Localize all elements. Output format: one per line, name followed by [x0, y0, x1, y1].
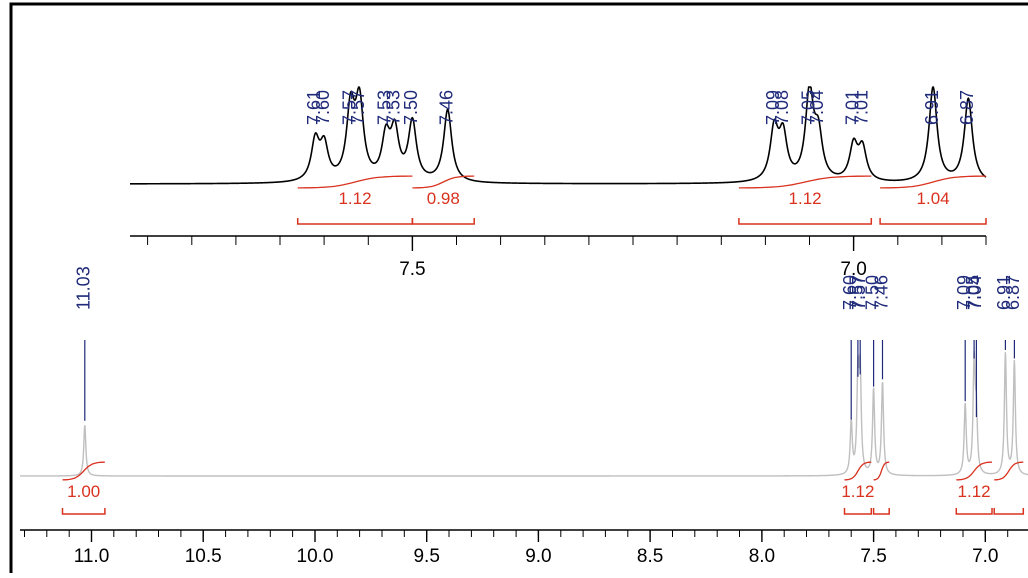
- peak-label: 7.09: [954, 275, 974, 310]
- integral-curve: [956, 461, 993, 481]
- spectrum-line: [20, 350, 1028, 477]
- x-tick-label: 9.0: [525, 546, 551, 567]
- peak-label: 7.57: [348, 90, 368, 125]
- inset-spectrum: 7.617.60 7.577.57 7.537.537.50 7.46 7.097.08…: [130, 86, 987, 280]
- peak-label: 7.04: [965, 275, 985, 310]
- peak-label: 11.03: [74, 266, 94, 310]
- integral-bracket: [872, 508, 890, 515]
- figure-frame: [9, 2, 1028, 578]
- peak-label: 7.50: [862, 275, 882, 310]
- peak-label: 7.60: [313, 90, 333, 125]
- full-spectrum: 11.03 7.607.577.577.507.46 7.097.057.04 6.9…: [20, 266, 1028, 567]
- integral-value: 1.04: [917, 189, 950, 208]
- integral-value: 1.00: [67, 482, 100, 501]
- peak-label: 6.87: [957, 90, 977, 125]
- integral-value: 1.12: [958, 482, 991, 501]
- x-tick-label: 7.5: [860, 546, 886, 567]
- integral-curve: [880, 175, 986, 189]
- integral-bracket: [879, 218, 987, 225]
- x-tick-label: 7.5: [399, 259, 425, 280]
- integral-bracket: [955, 508, 993, 515]
- integral-value: 1.12: [841, 482, 874, 501]
- integral-bracket: [738, 218, 873, 225]
- integral-bracket: [411, 218, 475, 225]
- x-tick-label: 7.0: [840, 259, 866, 280]
- peak-label: 7.01: [842, 90, 862, 125]
- peak-label: 7.50: [401, 90, 421, 125]
- integral-bracket: [61, 508, 106, 515]
- peak-label: 7.57: [849, 275, 869, 310]
- x-tick-label: 11.0: [74, 546, 110, 567]
- peak-label: 7.57: [847, 275, 867, 310]
- peak-label: 7.04: [807, 90, 827, 125]
- integral-value: 1.12: [789, 189, 822, 208]
- x-tick-label: 9.5: [413, 546, 439, 567]
- integral-value: 0.98: [427, 189, 460, 208]
- integral-curve: [738, 175, 872, 189]
- integral-curve: [297, 175, 413, 189]
- peak-label: 7.60: [840, 275, 860, 310]
- peak-label: 6.91: [994, 275, 1014, 310]
- x-tick-label: 10.5: [185, 546, 222, 567]
- integral-value: 1.12: [338, 189, 371, 208]
- x-tick-label: 10.0: [297, 546, 334, 567]
- integral-bracket: [993, 508, 1025, 515]
- integral-curve: [844, 461, 872, 481]
- peak-label: 7.61: [304, 90, 324, 125]
- peak-label: 6.91: [922, 90, 942, 125]
- peak-label: 7.05: [963, 275, 983, 310]
- integral-curve: [994, 461, 1024, 481]
- integral-curve: [62, 461, 105, 481]
- peak-label: 7.08: [772, 90, 792, 125]
- peak-label: 7.53: [383, 90, 403, 125]
- x-tick-label: 7.0: [972, 546, 998, 567]
- integral-bracket: [296, 218, 414, 225]
- peak-label: 7.57: [339, 90, 359, 125]
- peak-label: 7.46: [436, 90, 456, 125]
- spectrum-line: [130, 86, 987, 185]
- integral-bracket: [843, 508, 873, 515]
- x-tick-label: 8.5: [637, 546, 663, 567]
- peak-label: 6.87: [1003, 275, 1023, 310]
- x-tick-label: 8.0: [749, 546, 775, 567]
- integral-curve: [412, 175, 475, 189]
- peak-label: 7.05: [798, 90, 818, 125]
- peak-label: 7.09: [763, 90, 783, 125]
- peak-label: 7.01: [851, 90, 871, 125]
- peak-label: 7.46: [871, 275, 891, 310]
- peak-label: 7.53: [375, 90, 395, 125]
- integral-curve: [873, 461, 890, 481]
